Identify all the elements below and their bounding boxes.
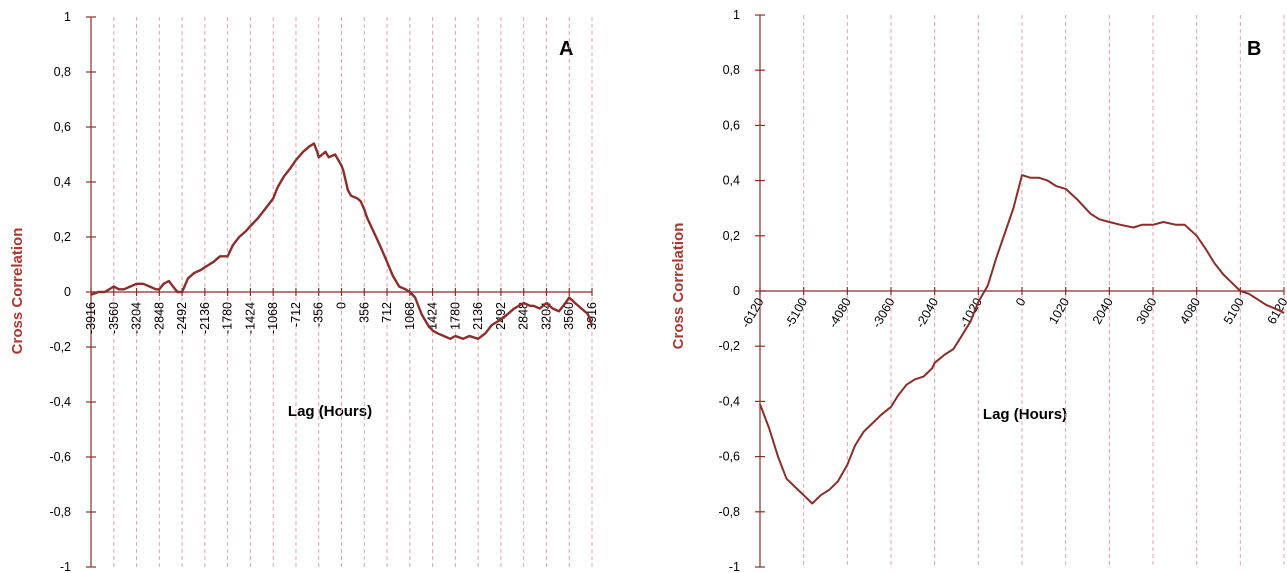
x-tick-label: 2848 <box>517 302 531 330</box>
series-line-b-0 <box>759 174 1285 505</box>
y-tick-label: 0,2 <box>723 229 740 243</box>
x-tick-label: 356 <box>357 302 371 323</box>
x-tick-label: -1020 <box>957 295 985 330</box>
y-tick-label: 0,8 <box>54 65 71 79</box>
y-tick-label: -0,6 <box>718 450 740 464</box>
y-tick-label: 1 <box>733 8 740 22</box>
y-tick-label: 0,6 <box>723 118 740 132</box>
y-tick-label: 0,4 <box>723 174 740 188</box>
x-tick-label: -2848 <box>152 302 166 334</box>
x-tick-label: -5100 <box>782 295 810 330</box>
x-tick-label: 2136 <box>471 302 485 330</box>
x-tick-label: 5100 <box>1221 295 1247 326</box>
x-axis-label-b: Lag (Hours) <box>983 406 1067 423</box>
x-tick-label: 6120 <box>1265 295 1287 326</box>
y-tick-label: -0,4 <box>718 394 740 408</box>
y-axis-label-a: Cross Correlation <box>9 228 26 355</box>
y-tick-label: -1 <box>729 560 740 573</box>
x-tick-label: 1068 <box>403 302 417 330</box>
x-tick-label: 3204 <box>539 302 553 330</box>
y-tick-label: -0,6 <box>49 450 71 464</box>
x-tick-label: 712 <box>380 302 394 323</box>
y-tick-label: 0,6 <box>54 120 71 134</box>
x-tick-label: 1780 <box>448 302 462 330</box>
y-tick-label: -1 <box>60 560 71 573</box>
y-tick-label: -0,2 <box>49 340 71 354</box>
x-tick-label: 0 <box>335 302 349 309</box>
x-tick-label: -712 <box>289 302 303 327</box>
panel-label-a: A <box>559 38 573 60</box>
y-axis-label-b: Cross Correlation <box>670 223 687 350</box>
x-tick-label: 4080 <box>1177 295 1203 326</box>
x-tick-label: -1780 <box>221 302 235 334</box>
x-tick-label: 1424 <box>426 302 440 330</box>
y-tick-label: -0,8 <box>718 505 740 519</box>
x-tick-label: 3916 <box>585 302 599 330</box>
y-tick-label: 1 <box>64 10 71 24</box>
x-tick-label: 1020 <box>1046 295 1072 326</box>
y-tick-label: -0,8 <box>49 505 71 519</box>
y-tick-label: 0 <box>733 284 740 298</box>
x-axis-label-a: Lag (Hours) <box>288 403 372 420</box>
y-tick-label: -0,4 <box>49 395 71 409</box>
chart-a: A Lag (Hours) Cross Correlation 1 0,8 0,6 0… <box>9 10 599 573</box>
panel-label-b: B <box>1247 38 1261 60</box>
y-tick-label: -0,2 <box>718 339 740 353</box>
y-tick-label: 0,4 <box>54 175 71 189</box>
x-tick-label: -6120 <box>738 295 766 330</box>
x-tick-label: 0 <box>1013 295 1029 308</box>
x-tick-label: -1068 <box>266 302 280 334</box>
x-tick-label: 2040 <box>1090 295 1116 326</box>
x-tick-label: -4080 <box>826 295 854 330</box>
x-tick-label: -3204 <box>130 302 144 334</box>
chart-b: B Lag (Hours) Cross Correlation 1 0,8 0,6 0… <box>670 8 1287 573</box>
x-tick-label: -2136 <box>198 302 212 334</box>
x-tick-label: 3060 <box>1134 295 1160 326</box>
series-line-a-0 <box>90 142 594 340</box>
y-tick-label: 0,8 <box>723 63 740 77</box>
x-tick-label: 3560 <box>562 302 576 330</box>
y-tick-label: 0 <box>64 285 71 299</box>
x-tick-label: -3916 <box>84 302 98 334</box>
x-tick-label: -3560 <box>107 302 121 334</box>
x-tick-label: -2492 <box>175 302 189 334</box>
x-tick-label: -2040 <box>913 295 941 330</box>
y-tick-label: 0,2 <box>54 230 71 244</box>
x-tick-label: -356 <box>312 302 326 327</box>
x-tick-label: -3060 <box>869 295 897 330</box>
x-tick-label: -1424 <box>243 302 257 334</box>
